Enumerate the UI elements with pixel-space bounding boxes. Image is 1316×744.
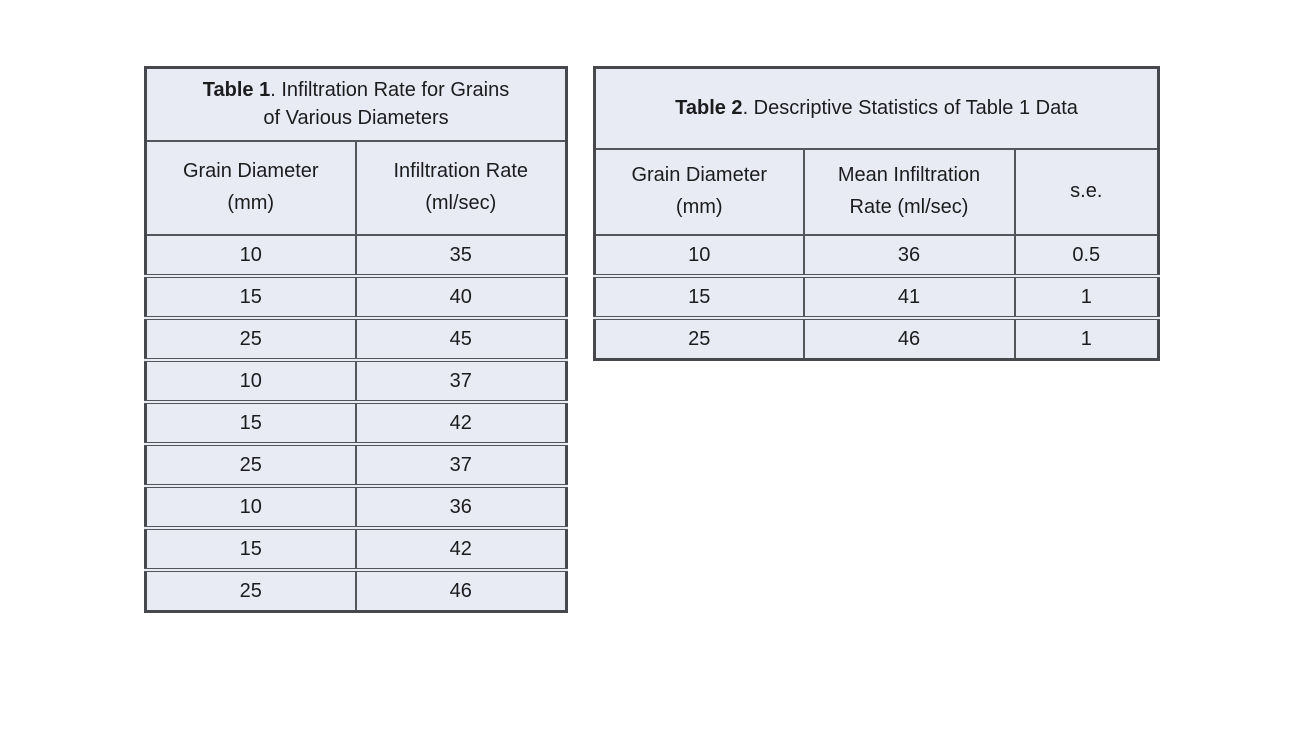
- table-1-caption-number: Table 1: [202, 78, 271, 101]
- cell-mean-infiltration-rate: 46: [802, 316, 1016, 361]
- cell-mean-infiltration-rate: 36: [802, 234, 1016, 277]
- cell-infiltration-rate: 36: [354, 484, 568, 529]
- cell-grain-diameter: 25: [593, 316, 805, 361]
- cell-grain-diameter: 15: [593, 274, 805, 319]
- cell-grain-diameter: 15: [144, 526, 357, 571]
- cell-mean-infiltration-rate: 41: [802, 274, 1016, 319]
- header-unit: Rate (ml/sec): [849, 196, 969, 218]
- header-label: Grain Diameter: [631, 164, 768, 187]
- cell-grain-diameter: 10: [144, 234, 357, 277]
- cell-grain-diameter: 25: [144, 442, 357, 487]
- table-row: 15 41 1: [593, 274, 1160, 319]
- table-row: 10 35: [144, 234, 568, 277]
- table-row: 25 46: [144, 568, 568, 613]
- table-row: 25 45: [144, 316, 568, 361]
- table-2-caption-number: Table 2: [675, 96, 743, 119]
- cell-infiltration-rate: 46: [354, 568, 568, 613]
- table-row: 15 40: [144, 274, 568, 319]
- table-2-header-grain-diameter: Grain Diameter (mm): [593, 148, 805, 236]
- table-row: 10 36 0.5: [593, 234, 1160, 277]
- table-2-caption-text: . Descriptive Statistics of Table 1 Data: [742, 96, 1078, 119]
- table-2-header-se: s.e.: [1013, 148, 1160, 236]
- cell-grain-diameter: 15: [144, 400, 357, 445]
- cell-infiltration-rate: 45: [354, 316, 568, 361]
- table-row: 10 36: [144, 484, 568, 529]
- table-2-caption-row: Table 2. Descriptive Statistics of Table…: [593, 66, 1160, 150]
- cell-infiltration-rate: 40: [354, 274, 568, 319]
- table-2: Table 2. Descriptive Statistics of Table…: [593, 66, 1161, 361]
- header-unit: (mm): [227, 192, 275, 214]
- cell-grain-diameter: 15: [144, 274, 357, 319]
- table-2-header-mean-infiltration-rate: Mean Infiltration Rate (ml/sec): [802, 148, 1016, 236]
- cell-infiltration-rate: 42: [354, 526, 568, 571]
- cell-grain-diameter: 25: [144, 316, 357, 361]
- cell-infiltration-rate: 42: [354, 400, 568, 445]
- cell-grain-diameter: 10: [144, 484, 357, 529]
- cell-grain-diameter: 25: [144, 568, 357, 613]
- table-2-caption: Table 2. Descriptive Statistics of Table…: [593, 66, 1160, 150]
- table-row: 25 37: [144, 442, 568, 487]
- cell-infiltration-rate: 37: [354, 358, 568, 403]
- header-label: Mean Infiltration: [837, 164, 981, 187]
- table-1-caption-text: . Infiltration Rate for Grains: [270, 78, 510, 101]
- table-1-caption-text-line2: of Various Diameters: [263, 106, 449, 129]
- cell-grain-diameter: 10: [144, 358, 357, 403]
- table-row: 15 42: [144, 400, 568, 445]
- header-label: s.e.: [1070, 180, 1103, 203]
- table-1-header-row: Grain Diameter (mm) Infiltration Rate (m…: [144, 140, 568, 236]
- table-row: 15 42: [144, 526, 568, 571]
- cell-infiltration-rate: 37: [354, 442, 568, 487]
- cell-se: 1: [1013, 274, 1160, 319]
- header-unit: (ml/sec): [425, 192, 497, 214]
- table-1: Table 1. Infiltration Rate for Grains of…: [144, 66, 569, 613]
- table-1-header-grain-diameter: Grain Diameter (mm): [144, 140, 357, 236]
- cell-se: 0.5: [1013, 234, 1160, 277]
- table-row: 10 37: [144, 358, 568, 403]
- table-1-caption: Table 1. Infiltration Rate for Grains of…: [144, 66, 568, 142]
- header-label: Infiltration Rate: [393, 160, 529, 183]
- table-row: 25 46 1: [593, 316, 1160, 361]
- table-2-header-row: Grain Diameter (mm) Mean Infiltration Ra…: [593, 148, 1160, 236]
- cell-se: 1: [1013, 316, 1160, 361]
- header-label: Grain Diameter: [182, 160, 319, 183]
- table-1-caption-row: Table 1. Infiltration Rate for Grains of…: [144, 66, 568, 142]
- cell-infiltration-rate: 35: [354, 234, 568, 277]
- header-unit: (mm): [675, 196, 723, 218]
- cell-grain-diameter: 10: [593, 234, 805, 277]
- table-1-header-infiltration-rate: Infiltration Rate (ml/sec): [354, 140, 568, 236]
